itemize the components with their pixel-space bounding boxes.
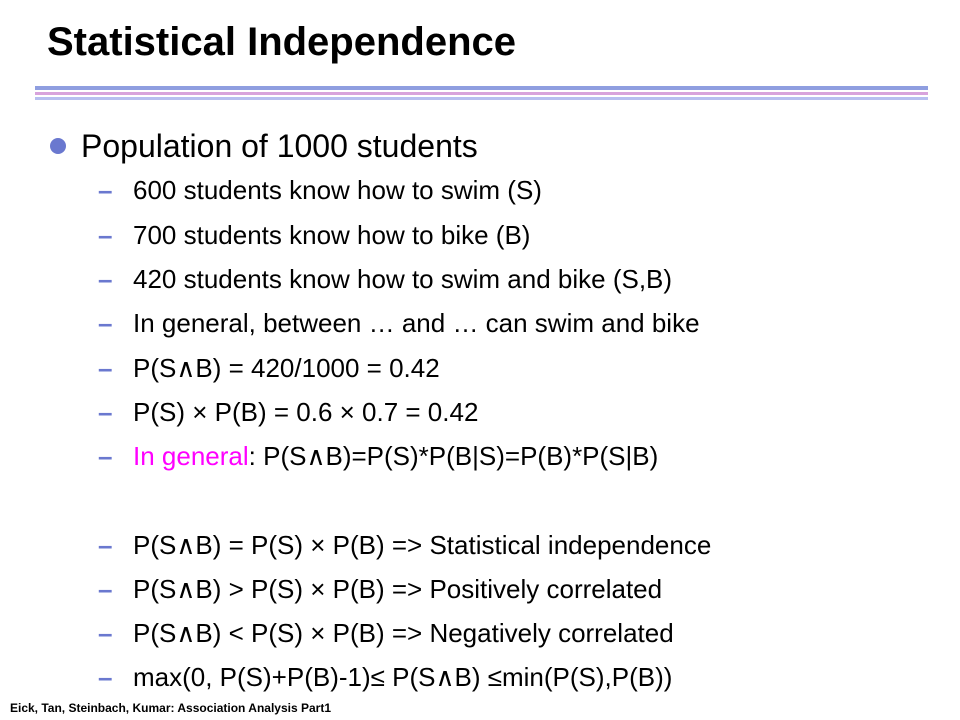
dash-icon: –: [98, 441, 113, 471]
title-rule-bottom: [35, 97, 928, 100]
dash-icon: –: [98, 264, 113, 294]
dash-icon: –: [98, 397, 113, 427]
general-formula: P(S∧B)=P(S)*P(B|S)=P(B)*P(S|B): [263, 441, 659, 471]
dash-icon: –: [98, 175, 113, 205]
sub-item-text: In general, between … and … can swim and…: [133, 308, 700, 338]
sub-item-text: P(S∧B) > P(S) × P(B) => Positively corre…: [133, 574, 663, 604]
sub-item-text: P(S∧B) = P(S) × P(B) => Statistical inde…: [133, 530, 712, 560]
sub-item-text: P(S∧B) < P(S) × P(B) => Negatively corre…: [133, 618, 674, 648]
sub-item-text: P(S∧B) = 420/1000 = 0.42: [133, 353, 440, 383]
dash-icon: –: [98, 662, 113, 692]
dash-icon: –: [98, 353, 113, 383]
highlight-separator: :: [248, 441, 264, 471]
dash-icon: –: [98, 574, 113, 604]
title-rule-middle: [35, 92, 928, 95]
title-rule-top: [35, 86, 928, 90]
dash-icon: –: [98, 308, 113, 338]
dash-icon: –: [98, 220, 113, 250]
slide-title: Statistical Independence: [47, 20, 517, 64]
sub-item-text: 700 students know how to bike (B): [133, 220, 531, 250]
sub-item-text: In general: P(S∧B)=P(S)*P(B|S)=P(B)*P(S|…: [133, 438, 658, 474]
sub-item-text: max(0, P(S)+P(B)-1)≤ P(S∧B) ≤min(P(S),P(…: [133, 662, 673, 692]
bullet-dot-icon: [50, 138, 66, 154]
sub-item-text: 600 students know how to swim (S): [133, 175, 542, 205]
sub-item-text: P(S) × P(B) = 0.6 × 0.7 = 0.42: [133, 397, 479, 427]
main-bullet-text: Population of 1000 students: [81, 128, 478, 164]
dash-icon: –: [98, 530, 113, 560]
slide-footer: Eick, Tan, Steinbach, Kumar: Association…: [10, 701, 331, 715]
highlight-label: In general: [133, 441, 249, 471]
dash-icon: –: [98, 618, 113, 648]
sub-item-text: 420 students know how to swim and bike (…: [133, 264, 673, 294]
